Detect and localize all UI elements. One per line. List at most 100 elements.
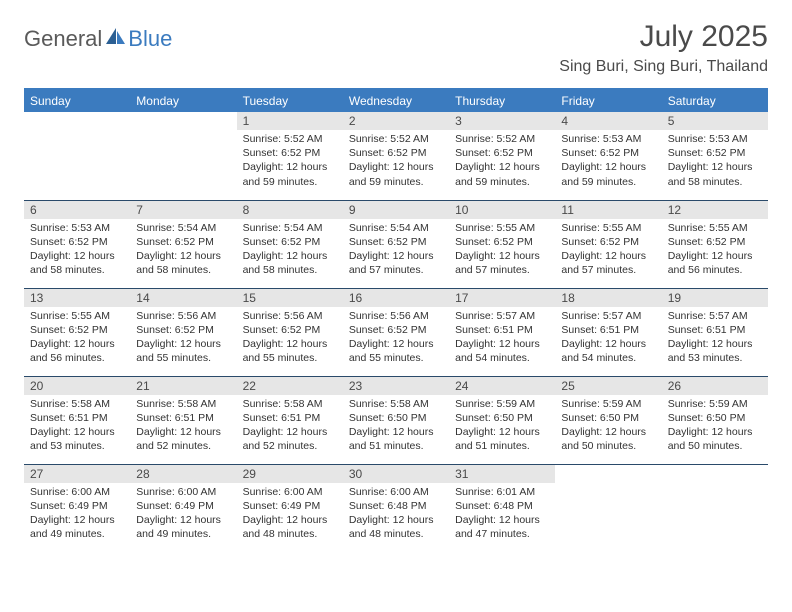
day-details: Sunrise: 5:53 AMSunset: 6:52 PMDaylight:…: [555, 130, 661, 191]
calendar-cell: 22Sunrise: 5:58 AMSunset: 6:51 PMDayligh…: [237, 376, 343, 464]
brand-part2: Blue: [128, 26, 172, 52]
calendar-body: 1Sunrise: 5:52 AMSunset: 6:52 PMDaylight…: [24, 112, 768, 552]
day-number: 10: [449, 201, 555, 219]
day-details: Sunrise: 5:57 AMSunset: 6:51 PMDaylight:…: [449, 307, 555, 368]
calendar-cell: [662, 464, 768, 552]
day-details: Sunrise: 5:59 AMSunset: 6:50 PMDaylight:…: [662, 395, 768, 456]
day-header-row: Sunday Monday Tuesday Wednesday Thursday…: [24, 89, 768, 112]
day-number: 4: [555, 112, 661, 130]
day-number: 6: [24, 201, 130, 219]
day-header: Saturday: [662, 89, 768, 112]
day-details: Sunrise: 5:58 AMSunset: 6:50 PMDaylight:…: [343, 395, 449, 456]
calendar-cell: 28Sunrise: 6:00 AMSunset: 6:49 PMDayligh…: [130, 464, 236, 552]
brand-logo: General Blue: [24, 20, 172, 52]
calendar-cell: 20Sunrise: 5:58 AMSunset: 6:51 PMDayligh…: [24, 376, 130, 464]
calendar-page: General Blue July 2025 Sing Buri, Sing B…: [0, 0, 792, 572]
calendar-cell: 2Sunrise: 5:52 AMSunset: 6:52 PMDaylight…: [343, 112, 449, 200]
calendar-cell: 5Sunrise: 5:53 AMSunset: 6:52 PMDaylight…: [662, 112, 768, 200]
day-details: Sunrise: 5:53 AMSunset: 6:52 PMDaylight:…: [24, 219, 130, 280]
day-details: Sunrise: 6:00 AMSunset: 6:49 PMDaylight:…: [130, 483, 236, 544]
day-number: 20: [24, 377, 130, 395]
day-number: 23: [343, 377, 449, 395]
day-header: Wednesday: [343, 89, 449, 112]
calendar-cell: 19Sunrise: 5:57 AMSunset: 6:51 PMDayligh…: [662, 288, 768, 376]
day-number: 24: [449, 377, 555, 395]
day-details: Sunrise: 5:55 AMSunset: 6:52 PMDaylight:…: [449, 219, 555, 280]
day-details: Sunrise: 5:58 AMSunset: 6:51 PMDaylight:…: [24, 395, 130, 456]
day-number: 30: [343, 465, 449, 483]
day-details: Sunrise: 6:00 AMSunset: 6:49 PMDaylight:…: [237, 483, 343, 544]
calendar-cell: 27Sunrise: 6:00 AMSunset: 6:49 PMDayligh…: [24, 464, 130, 552]
day-number: 25: [555, 377, 661, 395]
calendar-cell: 30Sunrise: 6:00 AMSunset: 6:48 PMDayligh…: [343, 464, 449, 552]
calendar-cell: 18Sunrise: 5:57 AMSunset: 6:51 PMDayligh…: [555, 288, 661, 376]
day-number: 11: [555, 201, 661, 219]
day-details: Sunrise: 5:52 AMSunset: 6:52 PMDaylight:…: [449, 130, 555, 191]
day-header: Thursday: [449, 89, 555, 112]
day-number: 15: [237, 289, 343, 307]
day-number: 8: [237, 201, 343, 219]
calendar-cell: 31Sunrise: 6:01 AMSunset: 6:48 PMDayligh…: [449, 464, 555, 552]
day-details: Sunrise: 5:54 AMSunset: 6:52 PMDaylight:…: [343, 219, 449, 280]
day-header: Sunday: [24, 89, 130, 112]
calendar-cell: 10Sunrise: 5:55 AMSunset: 6:52 PMDayligh…: [449, 200, 555, 288]
day-details: Sunrise: 5:54 AMSunset: 6:52 PMDaylight:…: [237, 219, 343, 280]
day-details: Sunrise: 5:55 AMSunset: 6:52 PMDaylight:…: [555, 219, 661, 280]
day-details: Sunrise: 5:56 AMSunset: 6:52 PMDaylight:…: [343, 307, 449, 368]
day-number: 31: [449, 465, 555, 483]
brand-part1: General: [24, 26, 102, 52]
day-number: 29: [237, 465, 343, 483]
calendar-row: 1Sunrise: 5:52 AMSunset: 6:52 PMDaylight…: [24, 112, 768, 200]
calendar-cell: 24Sunrise: 5:59 AMSunset: 6:50 PMDayligh…: [449, 376, 555, 464]
calendar-cell: 8Sunrise: 5:54 AMSunset: 6:52 PMDaylight…: [237, 200, 343, 288]
day-details: Sunrise: 5:56 AMSunset: 6:52 PMDaylight:…: [130, 307, 236, 368]
calendar-cell: 15Sunrise: 5:56 AMSunset: 6:52 PMDayligh…: [237, 288, 343, 376]
day-header: Friday: [555, 89, 661, 112]
day-number: 16: [343, 289, 449, 307]
day-number: 27: [24, 465, 130, 483]
day-number: 3: [449, 112, 555, 130]
calendar-row: 6Sunrise: 5:53 AMSunset: 6:52 PMDaylight…: [24, 200, 768, 288]
calendar-cell: 9Sunrise: 5:54 AMSunset: 6:52 PMDaylight…: [343, 200, 449, 288]
title-block: July 2025 Sing Buri, Sing Buri, Thailand: [559, 20, 768, 76]
day-number: 28: [130, 465, 236, 483]
day-details: Sunrise: 6:00 AMSunset: 6:48 PMDaylight:…: [343, 483, 449, 544]
day-details: Sunrise: 5:59 AMSunset: 6:50 PMDaylight:…: [555, 395, 661, 456]
day-header: Tuesday: [237, 89, 343, 112]
calendar-cell: 17Sunrise: 5:57 AMSunset: 6:51 PMDayligh…: [449, 288, 555, 376]
day-details: Sunrise: 5:55 AMSunset: 6:52 PMDaylight:…: [662, 219, 768, 280]
day-number: 22: [237, 377, 343, 395]
day-details: Sunrise: 5:58 AMSunset: 6:51 PMDaylight:…: [130, 395, 236, 456]
logo-sail-icon: [106, 28, 126, 51]
day-details: Sunrise: 5:58 AMSunset: 6:51 PMDaylight:…: [237, 395, 343, 456]
calendar-cell: 23Sunrise: 5:58 AMSunset: 6:50 PMDayligh…: [343, 376, 449, 464]
day-number: 12: [662, 201, 768, 219]
calendar-row: 13Sunrise: 5:55 AMSunset: 6:52 PMDayligh…: [24, 288, 768, 376]
day-details: Sunrise: 5:59 AMSunset: 6:50 PMDaylight:…: [449, 395, 555, 456]
calendar-cell: [555, 464, 661, 552]
day-number: 9: [343, 201, 449, 219]
calendar-cell: [130, 112, 236, 200]
calendar-table: Sunday Monday Tuesday Wednesday Thursday…: [24, 88, 768, 552]
calendar-cell: 3Sunrise: 5:52 AMSunset: 6:52 PMDaylight…: [449, 112, 555, 200]
day-details: Sunrise: 5:53 AMSunset: 6:52 PMDaylight:…: [662, 130, 768, 191]
calendar-cell: 25Sunrise: 5:59 AMSunset: 6:50 PMDayligh…: [555, 376, 661, 464]
day-header: Monday: [130, 89, 236, 112]
calendar-row: 27Sunrise: 6:00 AMSunset: 6:49 PMDayligh…: [24, 464, 768, 552]
day-number: 26: [662, 377, 768, 395]
calendar-cell: 7Sunrise: 5:54 AMSunset: 6:52 PMDaylight…: [130, 200, 236, 288]
day-details: Sunrise: 5:52 AMSunset: 6:52 PMDaylight:…: [343, 130, 449, 191]
header: General Blue July 2025 Sing Buri, Sing B…: [24, 20, 768, 76]
day-details: Sunrise: 6:00 AMSunset: 6:49 PMDaylight:…: [24, 483, 130, 544]
calendar-cell: 6Sunrise: 5:53 AMSunset: 6:52 PMDaylight…: [24, 200, 130, 288]
calendar-cell: [24, 112, 130, 200]
day-number: 5: [662, 112, 768, 130]
month-title: July 2025: [559, 20, 768, 54]
day-number: 17: [449, 289, 555, 307]
day-number: 1: [237, 112, 343, 130]
day-details: Sunrise: 5:57 AMSunset: 6:51 PMDaylight:…: [662, 307, 768, 368]
calendar-cell: 14Sunrise: 5:56 AMSunset: 6:52 PMDayligh…: [130, 288, 236, 376]
calendar-cell: 29Sunrise: 6:00 AMSunset: 6:49 PMDayligh…: [237, 464, 343, 552]
day-number: 14: [130, 289, 236, 307]
calendar-cell: 13Sunrise: 5:55 AMSunset: 6:52 PMDayligh…: [24, 288, 130, 376]
